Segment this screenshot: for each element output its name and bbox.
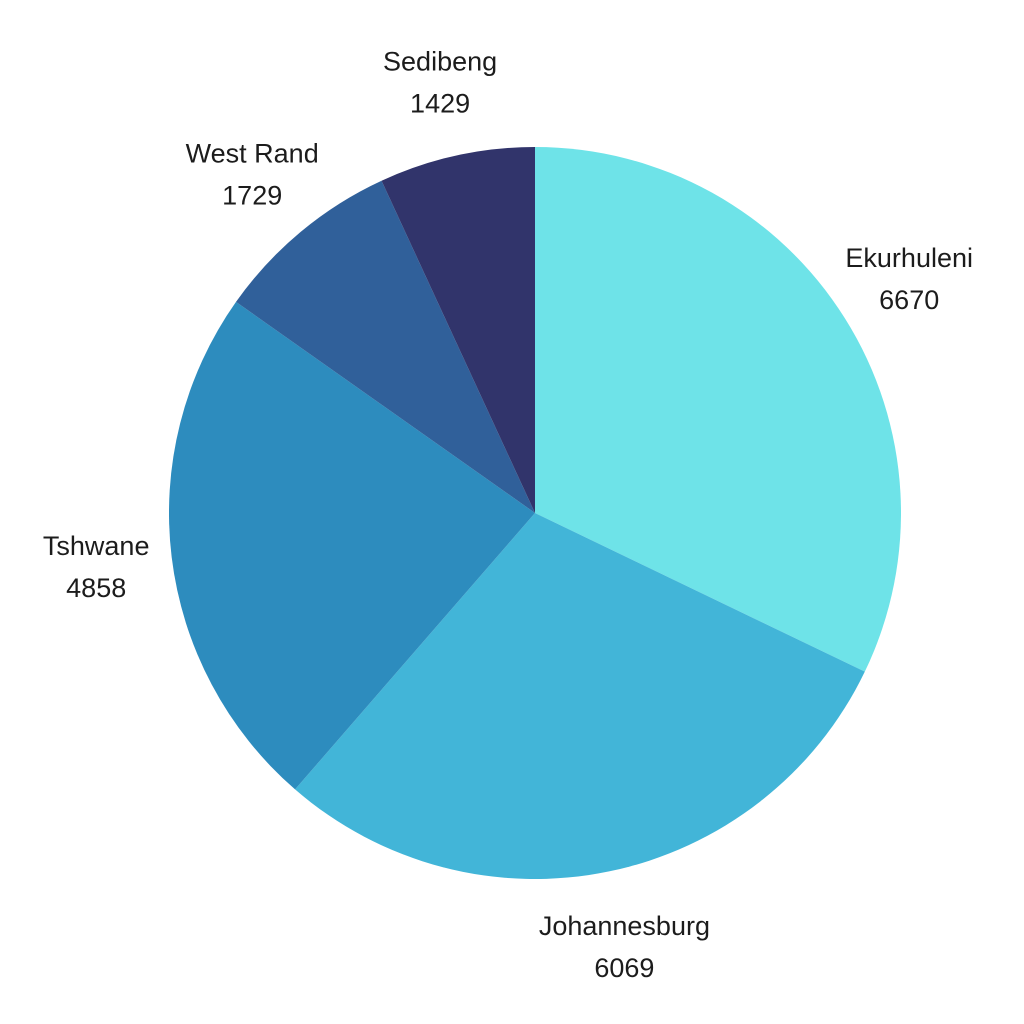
slice-label-value: 1729 [222,180,282,210]
slice-label-sedibeng: Sedibeng 1429 [383,46,497,118]
pie-slice-johannesburg [295,513,865,880]
slice-label-value: 6670 [879,285,939,315]
pie-slice-west-rand [236,180,535,513]
slice-label-name: Sedibeng [383,46,497,76]
slice-label-value: 4858 [66,573,126,603]
slice-label-value: 1429 [410,88,470,118]
slice-label-name: Ekurhuleni [845,243,973,273]
slice-label-name: West Rand [186,138,319,168]
slice-label-west-rand: West Rand 1729 [186,138,319,210]
slice-label-name: Johannesburg [539,911,710,941]
pie-slice-sedibeng [381,147,535,513]
slice-label-value: 6069 [594,953,654,983]
slice-label-name: Tshwane [43,531,150,561]
slice-label-tshwane: Tshwane 4858 [43,531,150,603]
pie-slice-ekurhuleni [535,147,901,672]
pie-slice-tshwane [168,301,535,790]
slice-label-johannesburg: Johannesburg 6069 [539,911,710,983]
slice-label-ekurhuleni: Ekurhuleni 6670 [845,243,973,315]
